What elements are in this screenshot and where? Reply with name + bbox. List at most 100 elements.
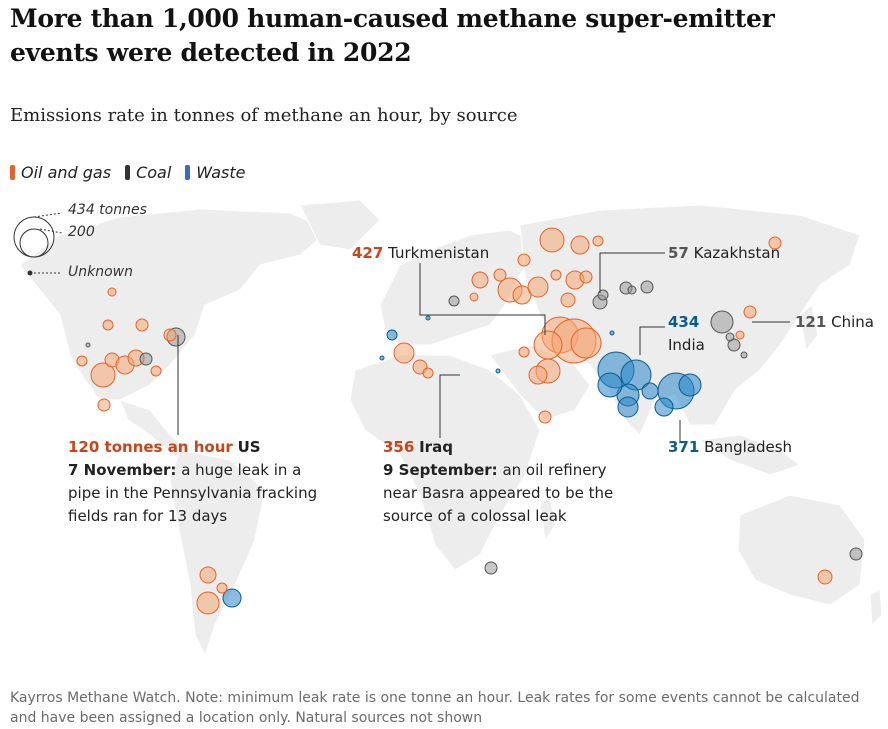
- emission-dot-oil-68: [817, 569, 833, 585]
- waste-swatch: [185, 165, 191, 180]
- annotation-india-place: India: [668, 334, 705, 357]
- kazakhstan-value: 57: [668, 244, 689, 262]
- bangladesh-value: 371: [668, 438, 700, 456]
- leader-iraq: [439, 374, 460, 438]
- legend-item-oil-gas: Oil and gas: [10, 163, 111, 182]
- iraq-date: 9 September:: [383, 461, 498, 479]
- emission-dot-coal-41: [640, 280, 654, 294]
- emission-dot-oil-23: [469, 292, 479, 302]
- land-japan: [799, 304, 819, 352]
- china-place: China: [831, 313, 874, 331]
- emission-dot-oil-45: [533, 330, 563, 360]
- annotation-bangladesh: 371 Bangladesh: [668, 436, 792, 459]
- kazakhstan-place: Kazakhstan: [693, 244, 781, 262]
- turkmenistan-place: Turkmenistan: [388, 244, 490, 262]
- emission-dot-oil-36: [579, 270, 593, 284]
- emission-dot-waste-58: [641, 382, 659, 400]
- india-place: India: [668, 336, 705, 354]
- us-date: 7 November:: [68, 461, 177, 479]
- emission-dot-oil-62: [735, 330, 745, 340]
- emission-dot-coal-40: [627, 285, 637, 295]
- emission-dot-oil-2: [135, 318, 149, 332]
- emission-dot-waste-69: [425, 315, 431, 321]
- size-label-unknown: Unknown: [68, 264, 133, 280]
- iraq-text: an oil refinery near Basra appeared to b…: [383, 461, 614, 525]
- emission-dot-oil-60: [743, 305, 757, 319]
- emission-dot-oil-25: [493, 268, 507, 282]
- leader-india: [639, 326, 665, 355]
- emission-dot-oil-32: [570, 235, 590, 255]
- emission-dot-oil-28: [527, 276, 549, 298]
- land-se-asia-islands: [698, 434, 802, 476]
- land-madagascar: [539, 493, 556, 542]
- emission-dot-oil-15: [196, 591, 220, 615]
- emission-dot-waste-18: [386, 329, 398, 341]
- iraq-place: Iraq: [419, 438, 453, 456]
- emission-dot-waste-70: [379, 355, 385, 361]
- source-legend: Oil and gas Coal Waste: [10, 163, 245, 182]
- land-greenland: [299, 199, 381, 251]
- emission-dot-oil-31: [539, 227, 565, 253]
- emission-dot-oil-6: [90, 362, 116, 388]
- size-legend-unknown: [27, 270, 33, 276]
- emission-dot-waste-16: [222, 588, 242, 608]
- emission-dot-oil-19: [393, 342, 415, 364]
- emission-dot-waste-56: [678, 373, 702, 397]
- coal-swatch: [125, 165, 131, 180]
- emission-dot-oil-44: [570, 327, 602, 359]
- emission-dot-waste-53: [597, 372, 623, 398]
- emission-dot-oil-27: [512, 285, 532, 305]
- legend-label-waste: Waste: [196, 163, 246, 182]
- land-australia: [737, 494, 866, 606]
- us-value: 120 tonnes an hour: [68, 438, 233, 456]
- emission-dot-waste-54: [617, 396, 639, 418]
- annotation-kazakhstan: 57 Kazakhstan: [668, 242, 780, 265]
- emission-dot-coal-67: [849, 547, 863, 561]
- land-north-america: [19, 208, 331, 401]
- size-legend-circles: [13, 212, 63, 276]
- leader-turkmenistan: [419, 263, 546, 335]
- emission-dot-oil-29: [550, 269, 562, 281]
- emission-dot-coal-13: [85, 342, 91, 348]
- size-legend-434: [13, 216, 55, 258]
- emission-dot-oil-1: [102, 319, 114, 331]
- annotation-turkmenistan: 427 Turkmenistan: [352, 242, 489, 265]
- size-label-434: 434 tonnes: [68, 202, 147, 218]
- annotation-us: 120 tonnes an hour US 7 November: a huge…: [68, 436, 318, 528]
- emission-dot-oil-49: [538, 410, 552, 424]
- size-label-200: 200: [68, 224, 95, 240]
- emission-dot-oil-48: [528, 365, 548, 385]
- size-legend-tick-434: [33, 212, 63, 218]
- land-masses: [19, 199, 883, 657]
- emission-dot-oil-12: [97, 398, 111, 412]
- emission-dot-oil-14: [199, 566, 217, 584]
- emission-dot-oil-4: [163, 328, 177, 342]
- legend-item-coal: Coal: [125, 163, 171, 182]
- bangladesh-place: Bangladesh: [704, 438, 793, 456]
- annotation-india-value: 434: [668, 311, 699, 334]
- size-legend-200: [19, 228, 49, 258]
- emission-dot-coal-63: [725, 332, 735, 342]
- leader-lines: [177, 252, 790, 443]
- oil-gas-swatch: [10, 165, 15, 180]
- turkmenistan-value: 427: [352, 244, 384, 262]
- emission-dot-oil-17: [216, 582, 228, 594]
- emission-dot-oil-34: [560, 292, 576, 308]
- emission-dot-coal-66: [484, 561, 498, 575]
- land-new-zealand: [869, 589, 883, 627]
- legend-item-waste: Waste: [185, 163, 245, 182]
- annotation-china: 121 China: [795, 311, 874, 334]
- india-value: 434: [668, 313, 700, 331]
- emission-dot-waste-72: [495, 368, 501, 374]
- annotation-iraq: 356 Iraq 9 September: an oil refinery ne…: [383, 436, 623, 528]
- emission-dot-oil-46: [518, 346, 530, 358]
- emission-dot-coal-10: [139, 352, 153, 366]
- emission-dot-coal-22: [448, 295, 460, 307]
- land-south-america: [169, 449, 266, 657]
- emission-dot-waste-57: [654, 397, 674, 417]
- emission-events: [76, 227, 863, 615]
- legend-label-oil-gas: Oil and gas: [21, 163, 112, 182]
- world-map: [13, 199, 883, 657]
- china-value: 121: [795, 313, 827, 331]
- us-place: US: [237, 438, 261, 456]
